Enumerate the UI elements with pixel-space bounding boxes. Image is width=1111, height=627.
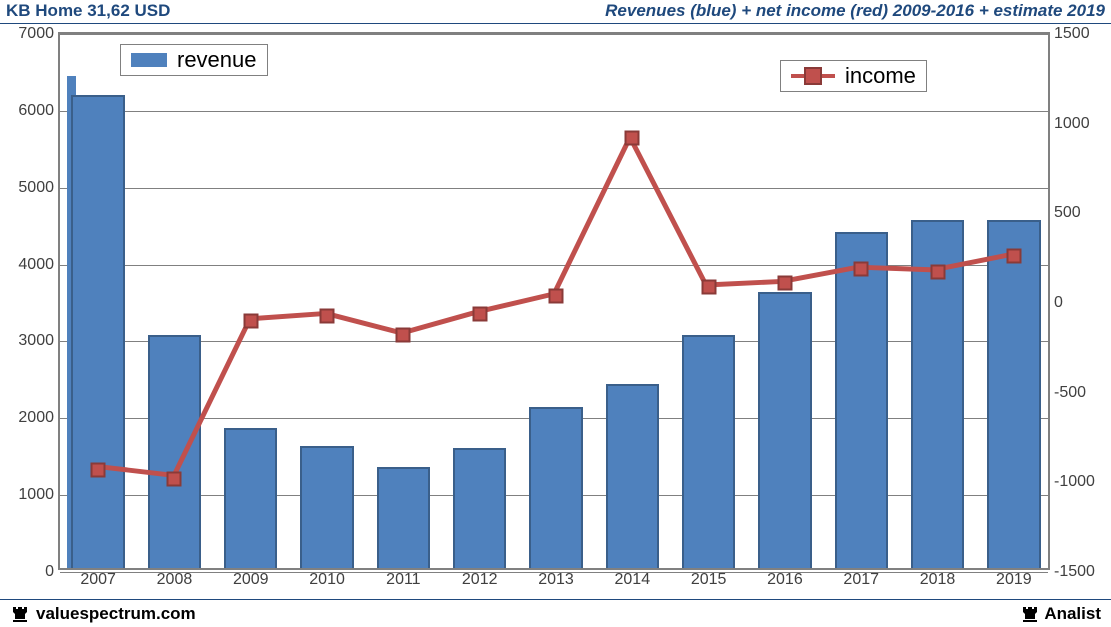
x-tick-label: 2017 (843, 568, 879, 589)
y-left-tick-label: 6000 (18, 102, 60, 120)
income-marker (777, 276, 792, 291)
x-tick-label: 2018 (920, 568, 956, 589)
legend-swatch-line (791, 66, 835, 86)
income-marker (91, 462, 106, 477)
footer-right: Analist (1020, 604, 1101, 624)
x-tick-label: 2012 (462, 568, 498, 589)
y-right-tick-label: 1000 (1048, 115, 1090, 133)
x-tick-label: 2014 (615, 568, 651, 589)
income-marker (930, 264, 945, 279)
title-bar: KB Home 31,62 USD Revenues (blue) + net … (0, 0, 1111, 24)
y-left-tick-label: 3000 (18, 332, 60, 350)
y-left-tick-label: 0 (45, 563, 60, 581)
footer-left: valuespectrum.com (10, 604, 196, 624)
title-left: KB Home 31,62 USD (6, 1, 170, 21)
legend-label: revenue (177, 47, 257, 73)
income-marker (701, 279, 716, 294)
y-right-tick-label: 0 (1048, 294, 1063, 312)
x-tick-label: 2007 (80, 568, 116, 589)
income-marker (549, 288, 564, 303)
y-left-tick-label: 5000 (18, 179, 60, 197)
income-marker (167, 471, 182, 486)
y-right-tick-label: 500 (1048, 204, 1081, 222)
x-tick-label: 2010 (309, 568, 345, 589)
x-tick-label: 2015 (691, 568, 727, 589)
income-marker (854, 261, 869, 276)
y-left-tick-label: 7000 (18, 25, 60, 43)
x-tick-label: 2019 (996, 568, 1032, 589)
legend-label: income (845, 63, 916, 89)
y-right-tick-label: 1500 (1048, 25, 1090, 43)
x-tick-label: 2016 (767, 568, 803, 589)
footer-left-text: valuespectrum.com (36, 604, 196, 624)
legend-income: income (780, 60, 927, 92)
plot-frame: 01000200030004000500060007000-1500-1000-… (58, 32, 1050, 570)
y-left-tick-label: 2000 (18, 409, 60, 427)
x-tick-label: 2011 (386, 568, 420, 589)
income-marker (243, 313, 258, 328)
chart-root: KB Home 31,62 USD Revenues (blue) + net … (0, 0, 1111, 627)
x-tick-label: 2009 (233, 568, 269, 589)
x-tick-label: 2013 (538, 568, 574, 589)
income-marker (472, 306, 487, 321)
income-marker (396, 328, 411, 343)
rook-icon (10, 604, 30, 624)
income-marker (1006, 249, 1021, 264)
legend-swatch-bar (131, 53, 167, 67)
x-tick-label: 2008 (157, 568, 193, 589)
y-right-tick-label: -500 (1048, 384, 1086, 402)
y-left-tick-label: 4000 (18, 256, 60, 274)
footer: valuespectrum.com Analist (0, 599, 1111, 627)
footer-right-text: Analist (1044, 604, 1101, 624)
y-right-tick-label: -1000 (1048, 473, 1095, 491)
title-right: Revenues (blue) + net income (red) 2009-… (605, 1, 1105, 21)
legend-revenue: revenue (120, 44, 268, 76)
plot-inner: 01000200030004000500060007000-1500-1000-… (60, 34, 1048, 568)
income-marker (625, 131, 640, 146)
income-marker (320, 308, 335, 323)
y-left-tick-label: 1000 (18, 486, 60, 504)
y-right-tick-label: -1500 (1048, 563, 1095, 581)
rook-icon (1020, 604, 1040, 624)
